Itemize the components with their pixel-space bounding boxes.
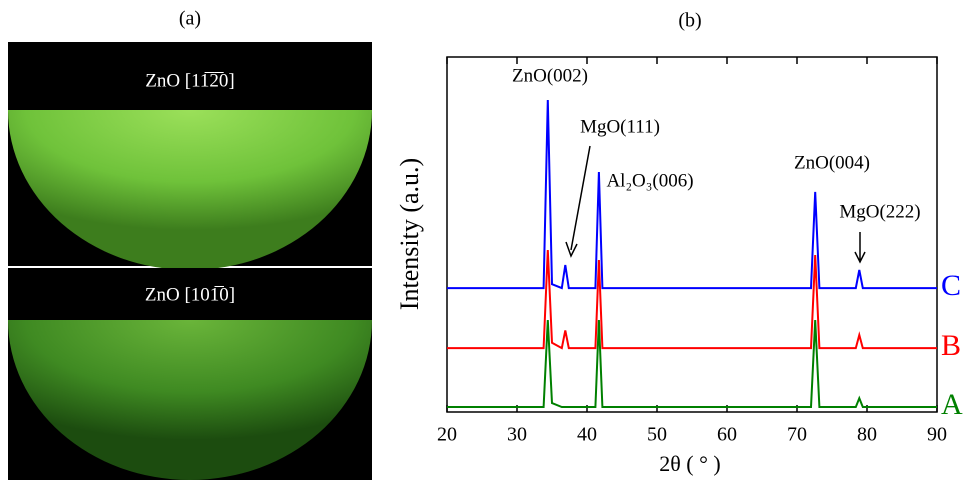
rheed-pattern bbox=[8, 320, 372, 480]
x-tick-label: 50 bbox=[647, 424, 667, 446]
image-caption: ZnO [11̅2̅0] bbox=[145, 70, 235, 91]
annotation: MgO(111) bbox=[580, 116, 660, 137]
x-tick-label: 80 bbox=[857, 424, 877, 446]
arrow bbox=[854, 232, 866, 264]
y-axis-label: Intensity (a.u.) bbox=[395, 158, 424, 310]
series-line bbox=[447, 99, 937, 290]
x-tick-label: 90 bbox=[927, 424, 947, 446]
series-line bbox=[447, 250, 937, 350]
x-tick-label: 20 bbox=[437, 424, 457, 446]
chart-title: (b) bbox=[678, 10, 701, 32]
annotation: ZnO(002) bbox=[512, 65, 588, 86]
image-caption: ZnO [101̅0] bbox=[145, 284, 235, 305]
x-axis-label: 2θ ( ° ) bbox=[659, 451, 721, 476]
annotation: MgO(222) bbox=[839, 201, 920, 222]
x-tick-label: 60 bbox=[717, 424, 737, 446]
panel-label: (a) bbox=[179, 8, 201, 30]
arrow bbox=[565, 145, 591, 258]
plot-frame bbox=[446, 56, 938, 413]
series-label: A bbox=[941, 388, 963, 421]
x-tick-label: 30 bbox=[507, 424, 527, 446]
annotation: ZnO(004) bbox=[794, 152, 870, 173]
annotation: Al₂O₃(006) bbox=[606, 170, 693, 191]
series-label: B bbox=[941, 329, 961, 362]
x-tick-label: 40 bbox=[577, 424, 597, 446]
series-label: C bbox=[941, 269, 961, 302]
series-line bbox=[447, 320, 937, 408]
rheed-pattern bbox=[8, 110, 372, 270]
x-tick-label: 70 bbox=[787, 424, 807, 446]
